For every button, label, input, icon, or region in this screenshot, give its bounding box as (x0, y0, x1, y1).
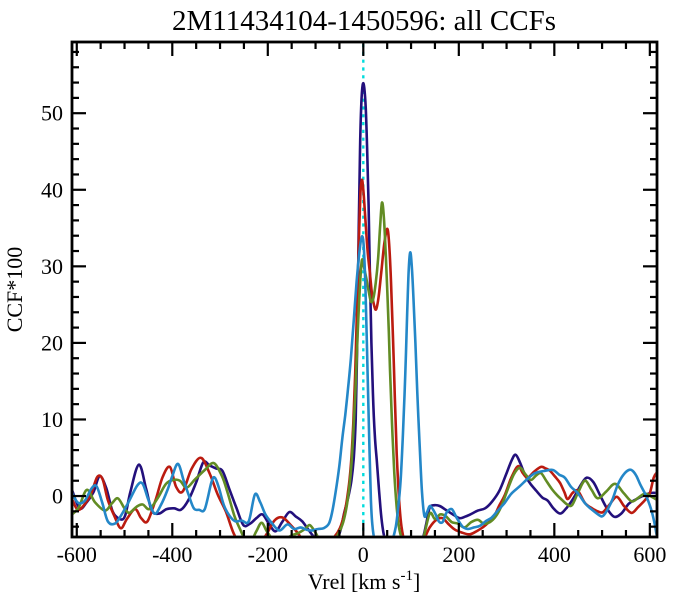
y-tick-label: 20 (41, 330, 63, 355)
y-axis-label: CCF*100 (2, 247, 27, 333)
x-tick-label: -600 (57, 542, 97, 567)
x-tick-label: 600 (633, 542, 666, 567)
x-tick-label: -200 (248, 542, 288, 567)
x-tick-label: 200 (442, 542, 475, 567)
curves-layer (73, 81, 656, 536)
x-tick-label: 0 (358, 542, 369, 567)
x-axis-label: Vrel [km s-1] (308, 568, 421, 594)
y-tick-label: 50 (41, 101, 63, 126)
curve-ccf2-red (73, 178, 656, 536)
x-axis-label-main: Vrel [km s (308, 569, 401, 594)
curve-ccf1-darkblue (73, 81, 656, 536)
curve-ccf3-green (73, 201, 656, 536)
x-tick-label: -400 (152, 542, 192, 567)
y-tick-label: 30 (41, 254, 63, 279)
y-tick-label: 40 (41, 177, 63, 202)
x-axis-label-superscript: -1 (400, 568, 413, 584)
y-tick-label: 0 (52, 484, 63, 509)
y-tick-label: 10 (41, 407, 63, 432)
axes-layer: -600 -400 -200 0 200 400 600 0 10 20 30 40 50 (41, 40, 666, 567)
plot-title: 2M11434104-1450596: all CCFs (172, 5, 556, 37)
x-axis-label-close-bracket: ] (413, 569, 420, 594)
x-tick-label: 400 (538, 542, 571, 567)
plot-frame (70, 40, 659, 539)
curve-ccf4-lightblue (73, 235, 656, 536)
